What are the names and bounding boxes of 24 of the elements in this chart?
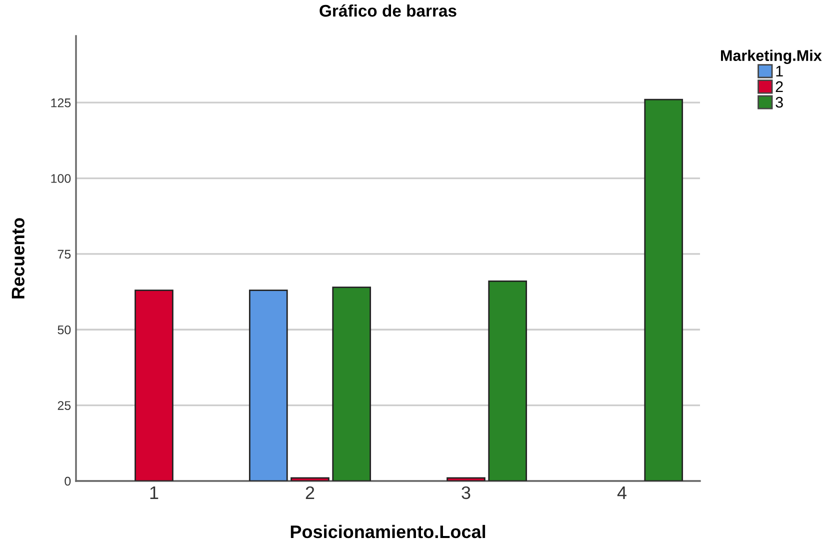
y-axis-title: Recuento — [12, 218, 24, 298]
bar — [488, 280, 528, 481]
bar — [290, 477, 330, 481]
x-axis-title: Posicionamiento.Local — [290, 524, 486, 538]
x-tick-label: 2 — [306, 486, 314, 499]
chart-title: Gráfico de barras — [320, 4, 456, 17]
legend-label: 3 — [776, 96, 783, 108]
legend-label: 2 — [776, 81, 783, 92]
y-tick-label: 125 — [51, 98, 71, 108]
y-tick-label: 50 — [58, 325, 71, 334]
legend-label: 1 — [776, 66, 783, 76]
x-tick-label: 1 — [150, 486, 158, 499]
y-tick-label: 0 — [64, 476, 71, 486]
bar — [446, 477, 486, 481]
bar — [644, 98, 684, 481]
bar — [134, 290, 174, 481]
legend-title: Marketing.Mix — [721, 50, 822, 64]
x-tick-label: 4 — [617, 486, 626, 499]
y-tick-label: 100 — [51, 174, 71, 183]
bar — [332, 286, 372, 481]
x-tick-label: 3 — [462, 486, 470, 500]
y-tick-label: 25 — [58, 401, 71, 410]
y-tick-label: 75 — [58, 250, 71, 259]
bar — [248, 290, 288, 481]
